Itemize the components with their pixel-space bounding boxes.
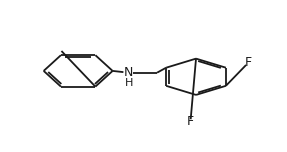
Text: F: F	[187, 115, 194, 128]
Text: F: F	[245, 56, 252, 69]
Text: N: N	[123, 66, 133, 79]
Text: H: H	[125, 78, 133, 88]
